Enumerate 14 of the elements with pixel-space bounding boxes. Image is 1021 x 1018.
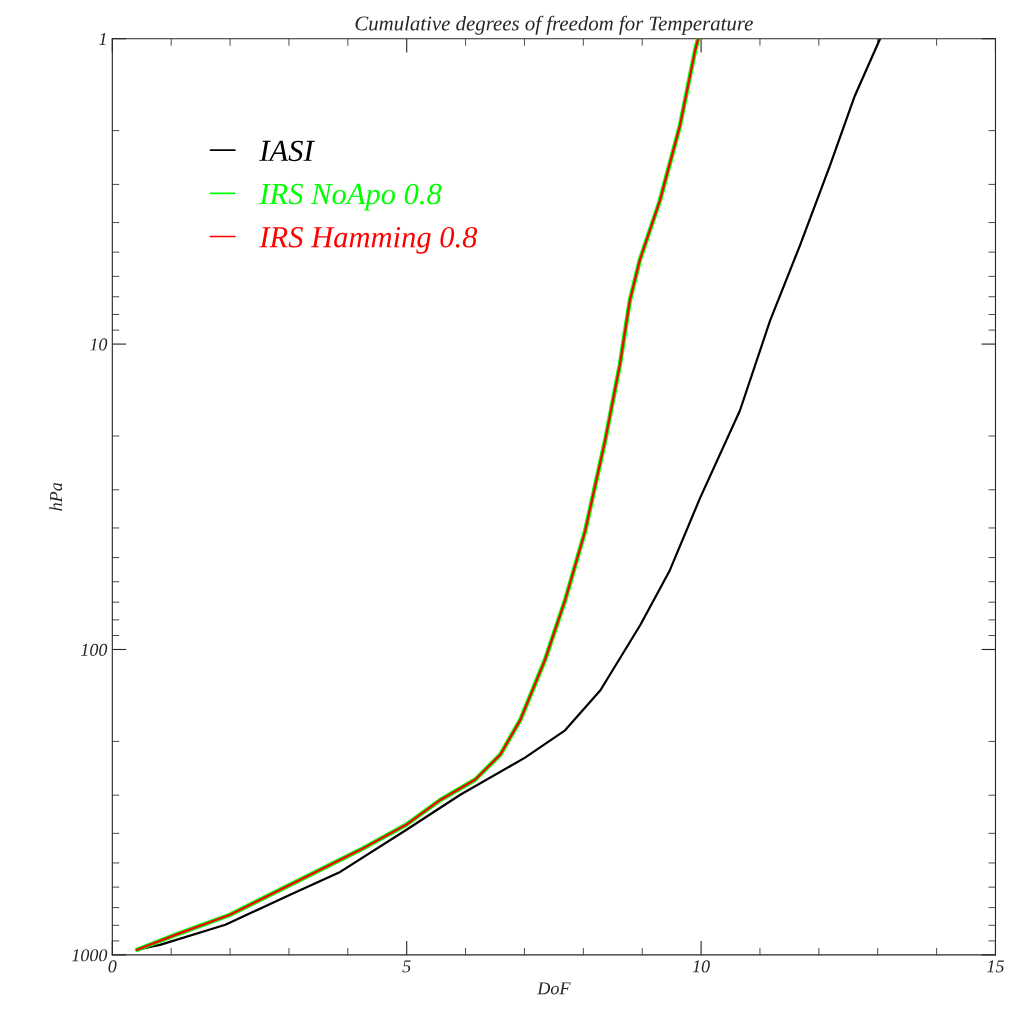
y-tick-label: 10 [90,338,108,351]
y-tick-label: 1000 [71,949,108,962]
legend-label: IRS NoApo 0.8 [259,183,442,211]
legend-label: IRS Hamming 0.8 [259,226,478,254]
y-tick-label: 1 [99,33,106,45]
x-tick-label: 0 [108,960,117,973]
legend-label: IASI [259,140,315,162]
x-axis-title: DoF [537,982,571,995]
x-tick-label: 10 [692,960,710,973]
chart-title: Cumulative degrees of freedom for Temperature [355,15,753,35]
x-tick-label: 15 [987,960,1004,973]
y-axis-title: hPa [49,482,63,511]
y-tick-label: 100 [81,643,108,656]
x-tick-label: 5 [402,960,411,973]
